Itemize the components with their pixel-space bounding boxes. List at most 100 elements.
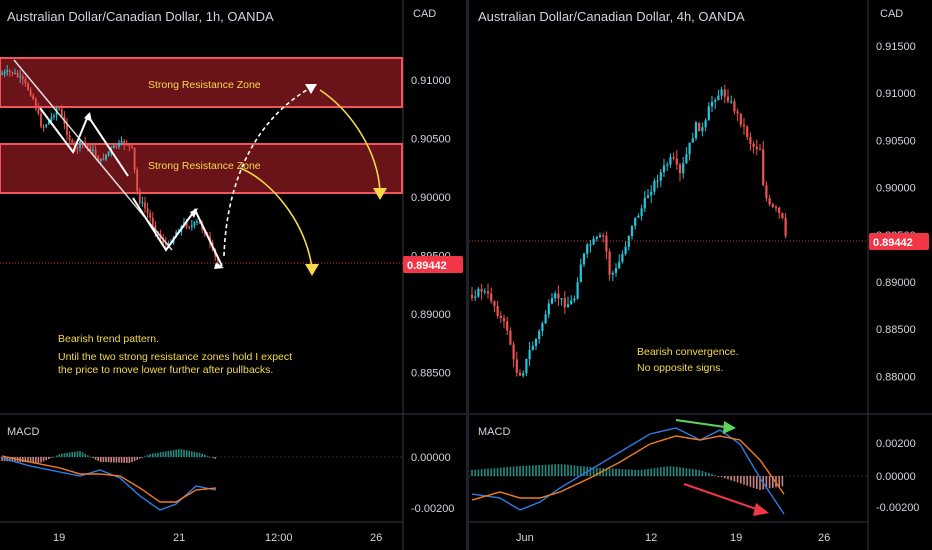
left-macd-hist-51: [133, 457, 136, 461]
left-macd-hist-71: [185, 450, 188, 457]
right-candle-92: [765, 181, 768, 202]
left-chart-panel[interactable]: Strong Resistance Zone Strong Resistance…: [0, 0, 466, 550]
right-macd-hist-74: [708, 472, 710, 476]
left-candle-44: [115, 145, 118, 150]
right-macd-hist-78: [720, 476, 723, 478]
right-candle-18: [528, 341, 531, 366]
right-macd-hist-42: [605, 468, 608, 476]
left-macd-hist-11: [29, 457, 32, 463]
right-macd-hist-8: [496, 467, 499, 476]
left-macd-hist-75: [196, 452, 198, 457]
right-chart-panel[interactable]: Australian Dollar/Canadian Dollar, 4h, O…: [469, 0, 932, 550]
right-ytick-3: 0.90000: [876, 183, 916, 195]
left-candle-46: [120, 136, 123, 146]
left-macd-hist-79: [206, 455, 209, 457]
right-candle-95: [774, 204, 778, 212]
left-macd-hist-31: [81, 452, 84, 457]
left-candle-48: [125, 140, 128, 146]
right-candle-19: [531, 341, 534, 351]
right-macd-hist-56: [650, 468, 652, 476]
right-candle-64: [675, 150, 678, 170]
right-ytick-2: 0.90500: [876, 135, 916, 147]
left-macd-hist-15: [40, 457, 42, 463]
left-macd-hist-81: [211, 457, 214, 458]
left-note-line-2: Until the two strong resistance zones ho…: [58, 351, 292, 363]
left-macd-hist-45: [118, 457, 120, 463]
left-candle-16: [42, 124, 45, 132]
right-macd-hist-86: [746, 476, 748, 486]
left-candle-13: [34, 97, 37, 112]
right-macd-hist-26: [554, 464, 556, 476]
right-macd-hist-65: [679, 467, 681, 476]
green-divergence-arrow: [675, 419, 733, 429]
left-chart-title: Australian Dollar/Canadian Dollar, 1h, O…: [7, 9, 274, 24]
right-macd-hist-92: [765, 476, 768, 489]
right-macd-hist-57: [653, 468, 656, 476]
right-candle-67: [685, 147, 688, 164]
right-macd-hist-3: [480, 469, 483, 476]
right-macd-hist-11: [506, 467, 508, 476]
left-macd-hist-21: [55, 455, 58, 457]
left-last-price-tag: [403, 256, 463, 273]
right-macd-hist-90: [759, 476, 761, 490]
right-note-line-1: Bearish convergence.: [637, 346, 739, 358]
right-candle-84: [739, 113, 742, 128]
right-macd-hist-0: [471, 470, 473, 476]
right-macd-hist-94: [772, 476, 774, 488]
right-macd-hist-76: [714, 475, 716, 476]
right-candle-26: [554, 290, 557, 302]
right-macd-hist-68: [688, 468, 691, 476]
left-macd-hist-69: [180, 449, 183, 457]
right-macd-hist-47: [621, 469, 624, 476]
right-candle-71: [698, 122, 701, 132]
right-macd-hist-25: [551, 464, 553, 476]
right-candle-96: [778, 206, 781, 219]
left-candle-11: [29, 87, 32, 97]
right-candle-27: [557, 285, 560, 306]
left-macd-hist-49: [128, 457, 131, 463]
right-macd-hist-14: [516, 466, 518, 476]
right-candle-21: [538, 329, 541, 344]
resistance-zone-lower: [0, 143, 403, 194]
right-macd-hist-15: [519, 466, 521, 476]
right-last-price-text: 0.89442: [873, 237, 913, 249]
left-macd-hist-80: [209, 456, 211, 458]
right-macd-hist-93: [768, 476, 771, 489]
left-macd-hist-55: [144, 456, 146, 458]
left-xtick-2: 12:00: [265, 532, 293, 544]
right-candle-53: [640, 204, 643, 221]
left-macd-hist-47: [123, 457, 125, 463]
left-candle-14: [37, 103, 40, 116]
right-macd-hist-44: [612, 468, 614, 476]
left-last-price-text: 0.89442: [407, 260, 447, 272]
left-macd-hist-38: [100, 457, 102, 462]
left-currency-label: CAD: [413, 8, 436, 20]
right-candle-77: [717, 89, 720, 101]
left-macd-hist-56: [146, 455, 149, 457]
right-macd-hist-18: [528, 465, 531, 476]
right-macd-hist-19: [532, 465, 534, 476]
right-candle-10: [502, 314, 506, 329]
left-candle-45: [118, 139, 120, 150]
right-macd-hist-79: [724, 476, 726, 479]
right-candle-55: [646, 189, 650, 199]
left-macd-hist-44: [115, 457, 118, 463]
right-xtick-0: Jun: [516, 532, 534, 544]
left-candle-20: [53, 113, 55, 120]
left-candle-54: [141, 196, 144, 208]
left-macd-hist-43: [113, 457, 115, 463]
right-macd-hist-33: [576, 465, 579, 476]
right-macd-pane: [471, 427, 785, 515]
right-chart-title: Australian Dollar/Canadian Dollar, 4h, O…: [478, 9, 745, 24]
left-macd-hist-70: [183, 449, 185, 457]
right-macd-hist-2: [477, 469, 480, 476]
right-note-line-2: No opposite signs.: [637, 362, 723, 374]
right-macd-hist-17: [525, 465, 528, 476]
right-candle-79: [723, 84, 726, 104]
right-candle-62: [669, 153, 672, 168]
right-macd-hist-23: [544, 464, 547, 476]
right-macd-hist-21: [538, 465, 540, 476]
left-candle-50: [131, 145, 133, 149]
left-macd-hist-82: [214, 457, 216, 459]
right-macd-hist-28: [560, 464, 563, 476]
